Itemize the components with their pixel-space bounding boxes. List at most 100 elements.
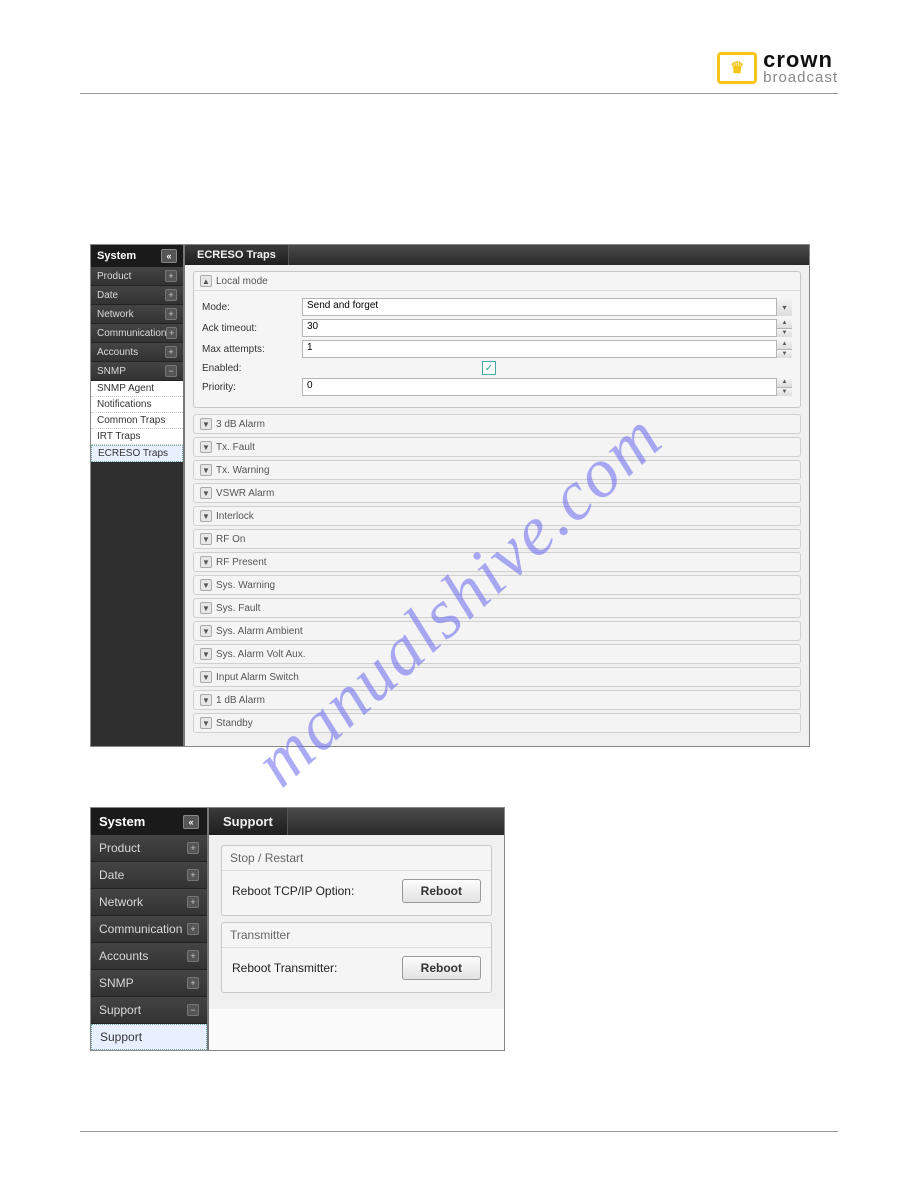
plus-icon[interactable]: + <box>187 842 199 854</box>
sidebar-item[interactable]: Date + <box>91 862 207 889</box>
sidebar-subitem[interactable]: SNMP Agent <box>91 381 183 397</box>
sidebar-item[interactable]: SNMP + <box>91 970 207 997</box>
collapse-icon[interactable]: « <box>183 815 199 829</box>
sidebar-item[interactable]: Date + <box>91 286 183 305</box>
footer-rule <box>80 1131 838 1132</box>
plus-icon[interactable]: + <box>187 950 199 962</box>
plus-icon[interactable]: + <box>187 869 199 881</box>
minus-icon[interactable]: − <box>165 365 177 377</box>
reboot-button[interactable]: Reboot <box>402 879 481 903</box>
collapsed-group-label: Input Alarm Switch <box>216 672 299 683</box>
sidebar-item[interactable]: SNMP − <box>91 362 183 381</box>
sidebar-item[interactable]: Network+ <box>91 305 183 324</box>
minus-icon[interactable]: − <box>187 1004 199 1016</box>
sidebar-subitem[interactable]: Common Traps <box>91 413 183 429</box>
sidebar-item-label: Product <box>99 841 140 855</box>
input-ack-timeout[interactable]: 30 <box>302 319 792 337</box>
main-panel: Support Stop / RestartReboot TCP/IP Opti… <box>209 808 504 1050</box>
sidebar-item[interactable]: Product+ <box>91 267 183 286</box>
group: Stop / RestartReboot TCP/IP Option:Reboo… <box>221 845 492 916</box>
sidebar-item[interactable]: Communication+ <box>91 324 183 343</box>
chevron-up-icon[interactable]: ▲ <box>200 275 212 287</box>
sidebar-item[interactable]: Product + <box>91 835 207 862</box>
collapsed-group[interactable]: ▼1 dB Alarm <box>193 690 801 710</box>
sidebar-item[interactable]: Network+ <box>91 889 207 916</box>
chevron-down-icon[interactable]: ▼ <box>200 602 212 614</box>
dropdown-icon[interactable]: ▾ <box>776 298 792 316</box>
sidebar-item[interactable]: Support − <box>91 997 207 1024</box>
chevron-down-icon[interactable]: ▼ <box>200 487 212 499</box>
reboot-button[interactable]: Reboot <box>402 956 481 980</box>
input-max-attempts[interactable]: 1 <box>302 340 792 358</box>
collapsed-group[interactable]: ▼RF Present <box>193 552 801 572</box>
collapsed-group[interactable]: ▼Sys. Warning <box>193 575 801 595</box>
chevron-down-icon[interactable]: ▼ <box>200 717 212 729</box>
plus-icon[interactable]: + <box>187 896 199 908</box>
collapsed-group[interactable]: ▼Tx. Fault <box>193 437 801 457</box>
sidebar-item-label: Support <box>99 1003 141 1017</box>
plus-icon[interactable]: + <box>165 308 177 320</box>
sidebar-item[interactable]: Accounts+ <box>91 343 183 362</box>
collapsed-group[interactable]: ▼ Sys. Fault <box>193 598 801 618</box>
sidebar: System « Product+Date+Network+Communicat… <box>91 245 185 746</box>
collapsed-group[interactable]: ▼Standby <box>193 713 801 733</box>
plus-icon[interactable]: + <box>187 977 199 989</box>
chevron-down-icon[interactable]: ▼ <box>200 556 212 568</box>
group-title: Stop / Restart <box>222 846 491 871</box>
spin-down-icon[interactable]: ▼ <box>776 349 792 359</box>
chevron-down-icon[interactable]: ▼ <box>200 441 212 453</box>
plus-icon[interactable]: + <box>187 923 199 935</box>
plus-icon[interactable]: + <box>166 327 177 339</box>
sidebar-item-label: Date <box>97 290 118 301</box>
input-priority[interactable]: 0 <box>302 378 792 396</box>
brand-sub: broadcast <box>763 71 838 85</box>
chevron-down-icon[interactable]: ▼ <box>200 464 212 476</box>
chevron-down-icon[interactable]: ▼ <box>200 579 212 591</box>
chevron-down-icon[interactable]: ▼ <box>200 694 212 706</box>
select-mode[interactable]: Send and forget <box>302 298 792 316</box>
chevron-down-icon[interactable]: ▼ <box>200 648 212 660</box>
tab-support[interactable]: Support <box>209 808 288 835</box>
collapsed-group[interactable]: ▼ Sys. Alarm Volt Aux. <box>193 644 801 664</box>
spin-up-icon[interactable]: ▲ <box>776 340 792 349</box>
chevron-down-icon[interactable]: ▼ <box>200 533 212 545</box>
sidebar-subitem[interactable]: IRT Traps <box>91 429 183 445</box>
sidebar-subitem[interactable]: ECRESO Traps <box>91 445 183 462</box>
tab-ecreso-traps[interactable]: ECRESO Traps <box>185 245 289 265</box>
collapse-icon[interactable]: « <box>161 249 177 263</box>
collapsed-group[interactable]: ▼ Input Alarm Switch <box>193 667 801 687</box>
plus-icon[interactable]: + <box>165 270 177 282</box>
sidebar-item[interactable]: Accounts+ <box>91 943 207 970</box>
collapsed-group[interactable]: ▼Sys. Alarm Ambient <box>193 621 801 641</box>
label-mode: Mode: <box>202 302 302 313</box>
sidebar-subitem[interactable]: Support <box>91 1024 207 1050</box>
collapsed-group-label: Sys. Alarm Volt Aux. <box>216 649 305 660</box>
sidebar-item-label: Date <box>99 868 124 882</box>
group-title: Local mode <box>216 276 268 287</box>
chevron-down-icon[interactable]: ▼ <box>200 418 212 430</box>
sidebar-item-label: SNMP <box>97 366 126 377</box>
collapsed-group-label: VSWR Alarm <box>216 488 274 499</box>
group: TransmitterReboot Transmitter:Reboot <box>221 922 492 993</box>
collapsed-group[interactable]: ▼ VSWR Alarm <box>193 483 801 503</box>
chevron-down-icon[interactable]: ▼ <box>200 510 212 522</box>
plus-icon[interactable]: + <box>165 346 177 358</box>
plus-icon[interactable]: + <box>165 289 177 301</box>
checkbox-enabled[interactable]: ✓ <box>482 361 496 375</box>
sidebar-item[interactable]: Communication+ <box>91 916 207 943</box>
spin-down-icon[interactable]: ▼ <box>776 328 792 338</box>
collapsed-group[interactable]: ▼Tx. Warning <box>193 460 801 480</box>
sidebar-subitem[interactable]: Notifications <box>91 397 183 413</box>
collapsed-group-label: Sys. Fault <box>216 603 260 614</box>
collapsed-group[interactable]: ▼RF On <box>193 529 801 549</box>
label-priority: Priority: <box>202 382 302 393</box>
spin-up-icon[interactable]: ▲ <box>776 378 792 387</box>
sidebar: System « Product+Date+Network+Communicat… <box>91 808 209 1050</box>
chevron-down-icon[interactable]: ▼ <box>200 671 212 683</box>
chevron-down-icon[interactable]: ▼ <box>200 625 212 637</box>
collapsed-group[interactable]: ▼Interlock <box>193 506 801 526</box>
collapsed-group[interactable]: ▼3 dB Alarm <box>193 414 801 434</box>
spin-down-icon[interactable]: ▼ <box>776 387 792 397</box>
sidebar-item-label: SNMP <box>99 976 134 990</box>
spin-up-icon[interactable]: ▲ <box>776 319 792 328</box>
